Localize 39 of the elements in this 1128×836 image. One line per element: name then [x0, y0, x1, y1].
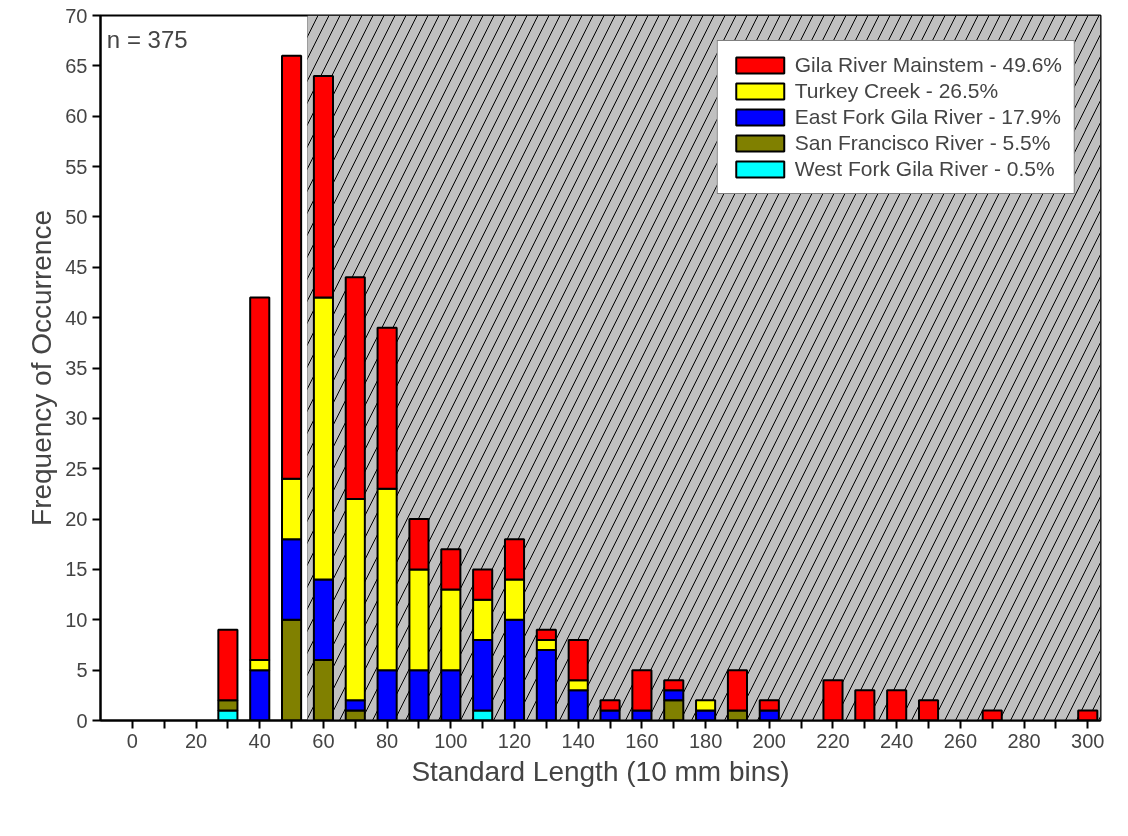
y-tick-label: 0: [76, 709, 88, 732]
y-tick-label: 45: [65, 256, 88, 279]
x-tick-label: 280: [1007, 729, 1041, 752]
x-tick-label: 260: [943, 729, 978, 752]
y-tick-label: 35: [65, 357, 88, 379]
x-tick-label: 180: [688, 729, 723, 752]
legend-label: San Francisco River - 5.5%: [794, 131, 1051, 155]
x-tick-label: 0: [126, 729, 138, 752]
y-tick-label: 10: [65, 608, 88, 631]
x-tick-label: 300: [1071, 729, 1105, 752]
y-tick-label: 50: [65, 205, 88, 228]
legend-label: Gila River Mainstem - 49.6%: [794, 53, 1062, 77]
legend-label: West Fork Gila River - 0.5%: [794, 157, 1055, 181]
x-tick-label: 160: [625, 729, 659, 752]
y-tick-label: 40: [65, 306, 88, 329]
x-tick-label: 100: [434, 729, 468, 752]
x-tick-label: 60: [312, 729, 335, 752]
y-tick-label: 25: [65, 457, 88, 480]
x-tick-label: 140: [561, 729, 595, 752]
y-tick-label: 70: [65, 4, 88, 27]
y-tick-label: 5: [76, 659, 88, 682]
y-tick-label: 55: [65, 155, 88, 178]
y-axis-title: Frequency of Occurrence: [26, 210, 58, 526]
x-tick-label: 200: [752, 729, 786, 752]
x-tick-label: 20: [184, 729, 208, 752]
y-tick-label: 20: [65, 508, 88, 531]
x-tick-label: 80: [376, 729, 399, 752]
x-axis-title: Standard Length (10 mm bins): [411, 755, 790, 787]
legend-label: Turkey Creek - 26.5%: [794, 79, 999, 103]
x-tick-label: 240: [879, 729, 914, 752]
legend-label: East Fork Gila River - 17.9%: [794, 105, 1061, 129]
x-tick-label: 220: [816, 729, 850, 752]
y-tick-label: 65: [65, 54, 88, 77]
y-tick-label: 15: [65, 558, 88, 581]
annotation: n = 375: [106, 25, 188, 53]
y-tick-label: 30: [65, 407, 88, 430]
y-tick-label: 60: [65, 105, 88, 128]
x-tick-label: 40: [248, 729, 271, 752]
x-tick-label: 120: [497, 729, 532, 752]
